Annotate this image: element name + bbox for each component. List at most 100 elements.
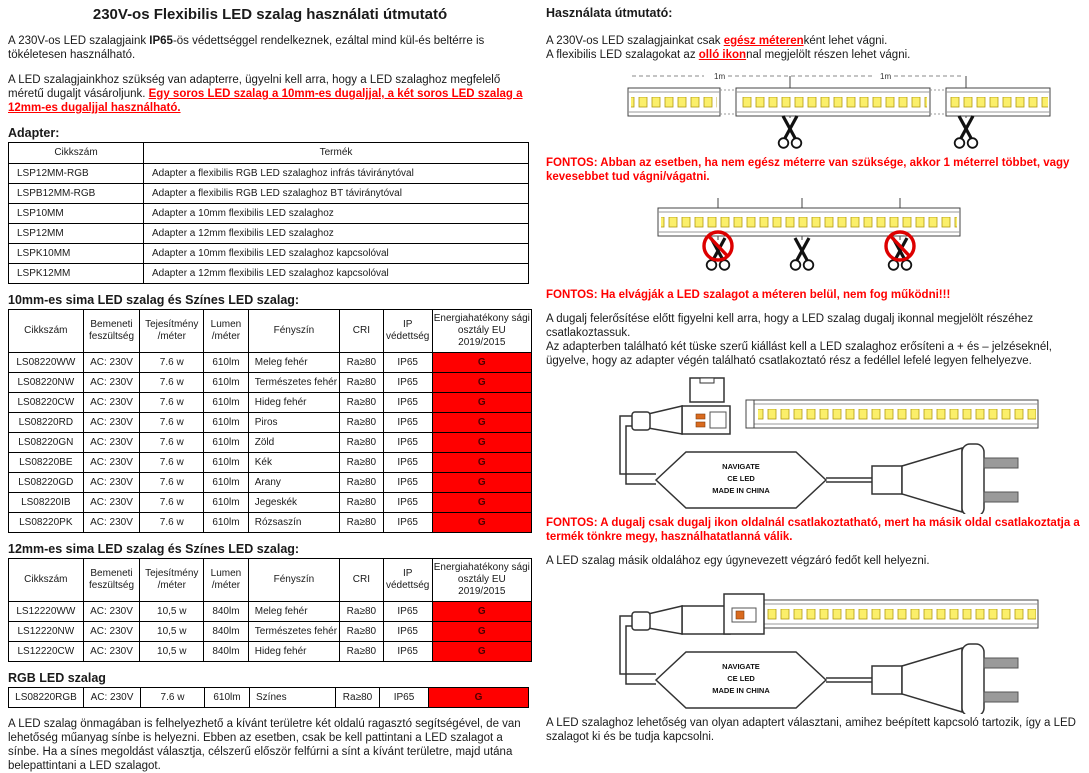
table-cell: AC: 230V [83,687,141,708]
column-header: Energiahatékony sági osztály EU 2019/201… [431,309,533,353]
column-header: IP védettség [382,309,433,353]
table-cell: Természetes fehér [247,621,341,642]
table-cell: Kék [247,452,341,473]
adapter-label-line3: MADE IN CHINA [712,686,770,695]
table-cell: G [431,432,533,453]
column-header: Cikkszám [8,558,84,602]
table-row: LS08220RD AC: 230V 7.6 w 610lm Piros Ra≥80 IP6… [8,412,533,433]
table-cell: 610lm [203,372,249,393]
column-header: Tejesítmény /méter [139,558,205,602]
adapter-body-label: NAVIGATE CE LED MADE IN CHINA [654,451,828,509]
table-cell: 610lm [203,352,249,373]
table-cell: 610lm [203,452,249,473]
table-row: LS08220GD AC: 230V 7.6 w 610lm Arany Ra≥80 IP6… [8,472,533,493]
column-header: Energiahatékony sági osztály EU 2019/201… [431,558,533,602]
table-cell: G [431,641,533,662]
table-cell: LSP12MM-RGB [8,163,144,184]
column-header: Cikkszám [8,309,84,353]
adapter-wires [619,415,656,485]
text-run: A LED szalagjainkhoz szükség van adapter… [8,74,501,100]
table-cell: 840lm [203,601,249,622]
switch-adapter-paragraph: A LED szalaghoz lehetőség van olyan adap… [546,717,1076,743]
table-cell: G [431,472,533,493]
table-cell: Színes [249,687,336,708]
table-cell: 7.6 w [140,687,205,708]
table-cell: G [431,372,533,393]
led-strip [745,399,1039,429]
column-header: Bemeneti feszültség [82,558,141,602]
table-cell: 840lm [203,621,249,642]
text-run-bold: IP65 [149,35,173,47]
led-strip [657,207,961,237]
table-cell: IP65 [382,452,433,473]
table-cell: 7.6 w [139,352,205,373]
table-cell: 7.6 w [139,452,205,473]
adapter-note-paragraph: A LED szalagjainkhoz szükség van adapter… [8,73,532,115]
strip12-table: Cikkszám Bemeneti feszültség Tejesítmény… [8,558,533,662]
table-cell: Ra≥80 [339,492,384,513]
table-cell: Ra≥80 [339,452,384,473]
scissors-icon [789,236,815,272]
table-cell: IP65 [382,621,433,642]
table-row: LS08220PK AC: 230V 7.6 w 610lm Rózsaszín Ra≥8… [8,512,533,533]
led-strip-no-cut-figure [657,198,961,272]
table-cell: Ra≥80 [339,621,384,642]
table-cell: AC: 230V [82,621,141,642]
table-cell: Ra≥80 [339,641,384,662]
table-cell: 610lm [203,432,249,453]
table-cell: 10,5 w [139,601,205,622]
mounting-paragraph: A LED szalag önmagában is felhelyezhető … [8,718,521,772]
table-cell: 10,5 w [139,641,205,662]
adapter-label-line2: CE LED [727,674,755,683]
text-run-red-underline: egész méteren [723,35,804,47]
table-cell: 7.6 w [139,432,205,453]
table-row: LS08220WW AC: 230V 7.6 w 610lm Meleg fehér Ra… [8,352,533,373]
text-run: A 230V-os LED szalagjainkat csak [546,35,724,47]
manual-page: 230V-os Flexibilis LED szalag használati… [8,0,1089,772]
led-strip-cut-figure: 1m 1m [627,72,1051,150]
led-strip [627,87,1051,117]
table-row: LS12220NW AC: 230V 10,5 w 840lm Természetes … [8,621,533,642]
table-cell: G [428,687,529,708]
table-cell: IP65 [382,512,433,533]
adapter-table: Cikkszám Termék LSP12MM-RGB Adapter a fle… [8,142,529,284]
text-run-red-underline: Egy soros LED szalag a 10mm-es dugaljjal… [8,88,523,114]
table-cell: AC: 230V [82,372,141,393]
adapter-label-line2: CE LED [727,474,755,483]
table-cell: LS08220PK [8,512,84,533]
table-cell: AC: 230V [82,412,141,433]
table-row: LSPK12MM Adapter a 12mm flexibilis LED sz… [8,263,529,284]
table-cell: 610lm [203,472,249,493]
table-cell: IP65 [382,601,433,622]
table-cell: IP65 [382,641,433,662]
table-row: LS08220IB AC: 230V 7.6 w 610lm Jegeskék Ra≥80… [8,492,533,513]
column-header: Cikkszám [8,142,144,164]
table-cell: 610lm [204,687,250,708]
table-cell: LS08220RD [8,412,84,433]
table-cell: AC: 230V [82,352,141,373]
table-row: LS12220WW AC: 230V 10,5 w 840lm Meleg fehér R… [8,601,533,622]
right-column: Használata útmutató: A 230V-os LED szala… [532,0,1089,743]
table-cell: LS08220GN [8,432,84,453]
strip10-heading: 10mm-es sima LED szalag és Színes LED sz… [8,293,300,307]
table-cell: Meleg fehér [247,352,341,373]
table-cell: Ra≥80 [339,432,384,453]
table-cell: AC: 230V [82,472,141,493]
text-run: A 230V-os LED szalagjaink [8,35,150,47]
adapter-heading: Adapter: [8,126,60,140]
scissors-icon [777,114,803,150]
table-cell: Adapter a 12mm flexibilis LED szalaghoz [143,223,529,244]
table-cell: IP65 [382,352,433,373]
table-cell: G [431,621,533,642]
table-cell: 610lm [203,512,249,533]
adapter-wires [619,615,656,685]
table-cell: Adapter a 12mm flexibilis LED szalaghoz … [143,263,529,284]
table-cell: LS08220BE [8,452,84,473]
table-row: LS08220NW AC: 230V 7.6 w 610lm Természetes f… [8,372,533,393]
table-cell: IP65 [382,492,433,513]
table-cell: LS12220NW [8,621,84,642]
table-cell: Adapter a flexibilis RGB LED szalaghoz B… [143,183,529,204]
column-header: IP védettség [382,558,433,602]
table-cell: Jegeskék [247,492,341,513]
table-row: LS12220CW AC: 230V 10,5 w 840lm Hideg fehér R… [8,641,533,662]
